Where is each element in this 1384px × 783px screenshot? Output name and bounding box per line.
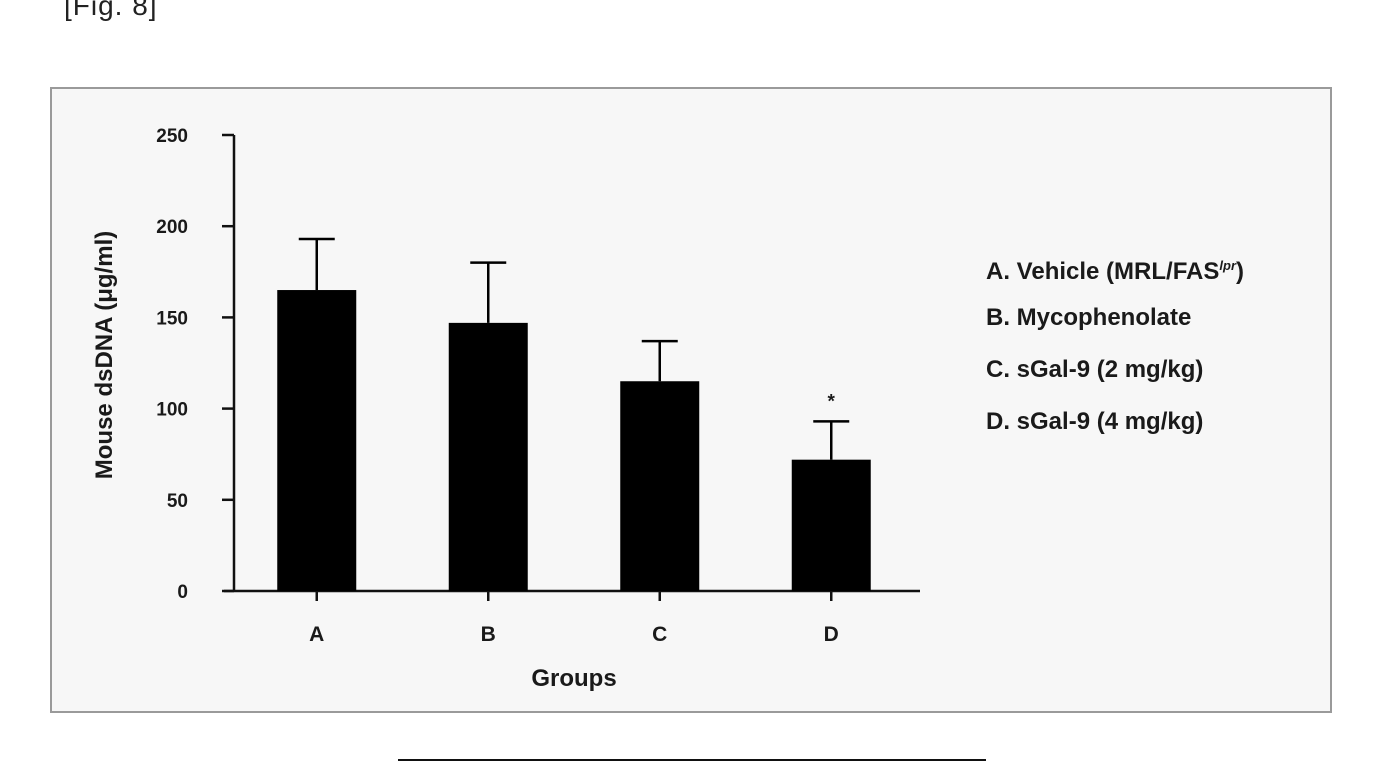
chart-legend: A. Vehicle (MRL/FASlpr)B. MycophenolateC… bbox=[986, 252, 1244, 460]
x-tick-label: B bbox=[481, 623, 496, 646]
legend-text: B. Mycophenolate bbox=[986, 304, 1191, 331]
x-tick-label: D bbox=[824, 623, 839, 646]
legend-item: D. sGal-9 (4 mg/kg) bbox=[986, 408, 1244, 460]
legend-text: A. Vehicle (MRL/FAS bbox=[986, 258, 1219, 285]
legend-item: A. Vehicle (MRL/FASlpr) bbox=[986, 252, 1244, 304]
y-tick-label: 100 bbox=[156, 400, 188, 421]
bottom-rule bbox=[398, 759, 986, 761]
x-tick-label: C bbox=[652, 623, 667, 646]
y-tick-label: 250 bbox=[156, 126, 188, 147]
x-axis-title: Groups bbox=[531, 665, 616, 692]
bar-a bbox=[277, 290, 356, 591]
x-tick-label: A bbox=[309, 623, 324, 646]
legend-item: B. Mycophenolate bbox=[986, 304, 1244, 356]
legend-suffix: ) bbox=[1236, 258, 1244, 285]
legend-superscript: lpr bbox=[1219, 258, 1236, 273]
significance-mark: * bbox=[828, 391, 836, 412]
y-axis-title: Mouse dsDNA (μg/ml) bbox=[91, 231, 118, 479]
legend-item: C. sGal-9 (2 mg/kg) bbox=[986, 356, 1244, 408]
bar-b bbox=[449, 323, 528, 591]
chart-bars: * bbox=[277, 239, 871, 591]
y-tick-label: 150 bbox=[156, 308, 188, 329]
y-tick-label: 200 bbox=[156, 217, 188, 238]
legend-text: D. sGal-9 (4 mg/kg) bbox=[986, 408, 1203, 435]
y-tick-label: 0 bbox=[177, 582, 188, 603]
bar-c bbox=[620, 381, 699, 591]
bar-d bbox=[792, 460, 871, 591]
y-tick-label: 50 bbox=[167, 491, 188, 512]
legend-text: C. sGal-9 (2 mg/kg) bbox=[986, 356, 1203, 383]
